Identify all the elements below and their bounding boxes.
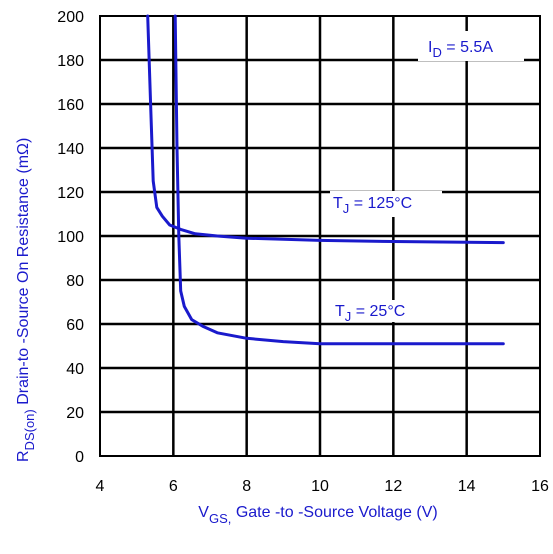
y-tick-label-1: 20 [66, 405, 84, 422]
x-tick-label-0: 4 [96, 478, 105, 495]
series-line-0 [146, 14, 505, 245]
y-tick-label-4: 80 [66, 273, 84, 290]
y-tick-label-10: 200 [57, 9, 84, 26]
y-tick-label-9: 180 [57, 53, 84, 70]
tj125-annotation-background [330, 191, 442, 217]
y-tick-label-8: 160 [57, 97, 84, 114]
y-tick-label-7: 140 [57, 141, 84, 158]
tj125-annotation: TJ = 125°C [333, 195, 412, 216]
y-tick-label-6: 120 [57, 185, 84, 202]
y-tick-labels: 0 20 40 60 80 100 120 140 160 180 200 [57, 9, 84, 466]
y-tick-label-5: 100 [57, 229, 84, 246]
plot-area-border [99, 15, 541, 457]
y-tick-label-3: 60 [66, 317, 84, 334]
x-tick-label-4: 12 [384, 478, 402, 495]
x-tick-label-3: 10 [311, 478, 329, 495]
x-tick-label-6: 16 [531, 478, 549, 495]
series-lines [146, 14, 505, 346]
tj25-annotation: TJ = 25°C [335, 303, 405, 324]
x-tick-labels: 4 6 8 10 12 14 16 [96, 478, 549, 495]
y-tick-label-2: 40 [66, 361, 84, 378]
y-tick-label-0: 0 [75, 449, 84, 466]
id-annotation-background [418, 31, 524, 61]
grid-lines [100, 16, 540, 456]
x-tick-label-1: 6 [169, 478, 178, 495]
x-tick-label-5: 14 [458, 478, 476, 495]
x-tick-label-2: 8 [242, 478, 251, 495]
series-line-1 [173, 14, 505, 346]
id-annotation: ID = 5.5A [428, 39, 493, 60]
tj25-annotation-background [330, 300, 434, 322]
y-axis-label: RDS(on) Drain-to -Source On Resistance (… [15, 138, 37, 462]
x-axis-label: VGS, Gate -to -Source Voltage (V) [198, 504, 437, 526]
